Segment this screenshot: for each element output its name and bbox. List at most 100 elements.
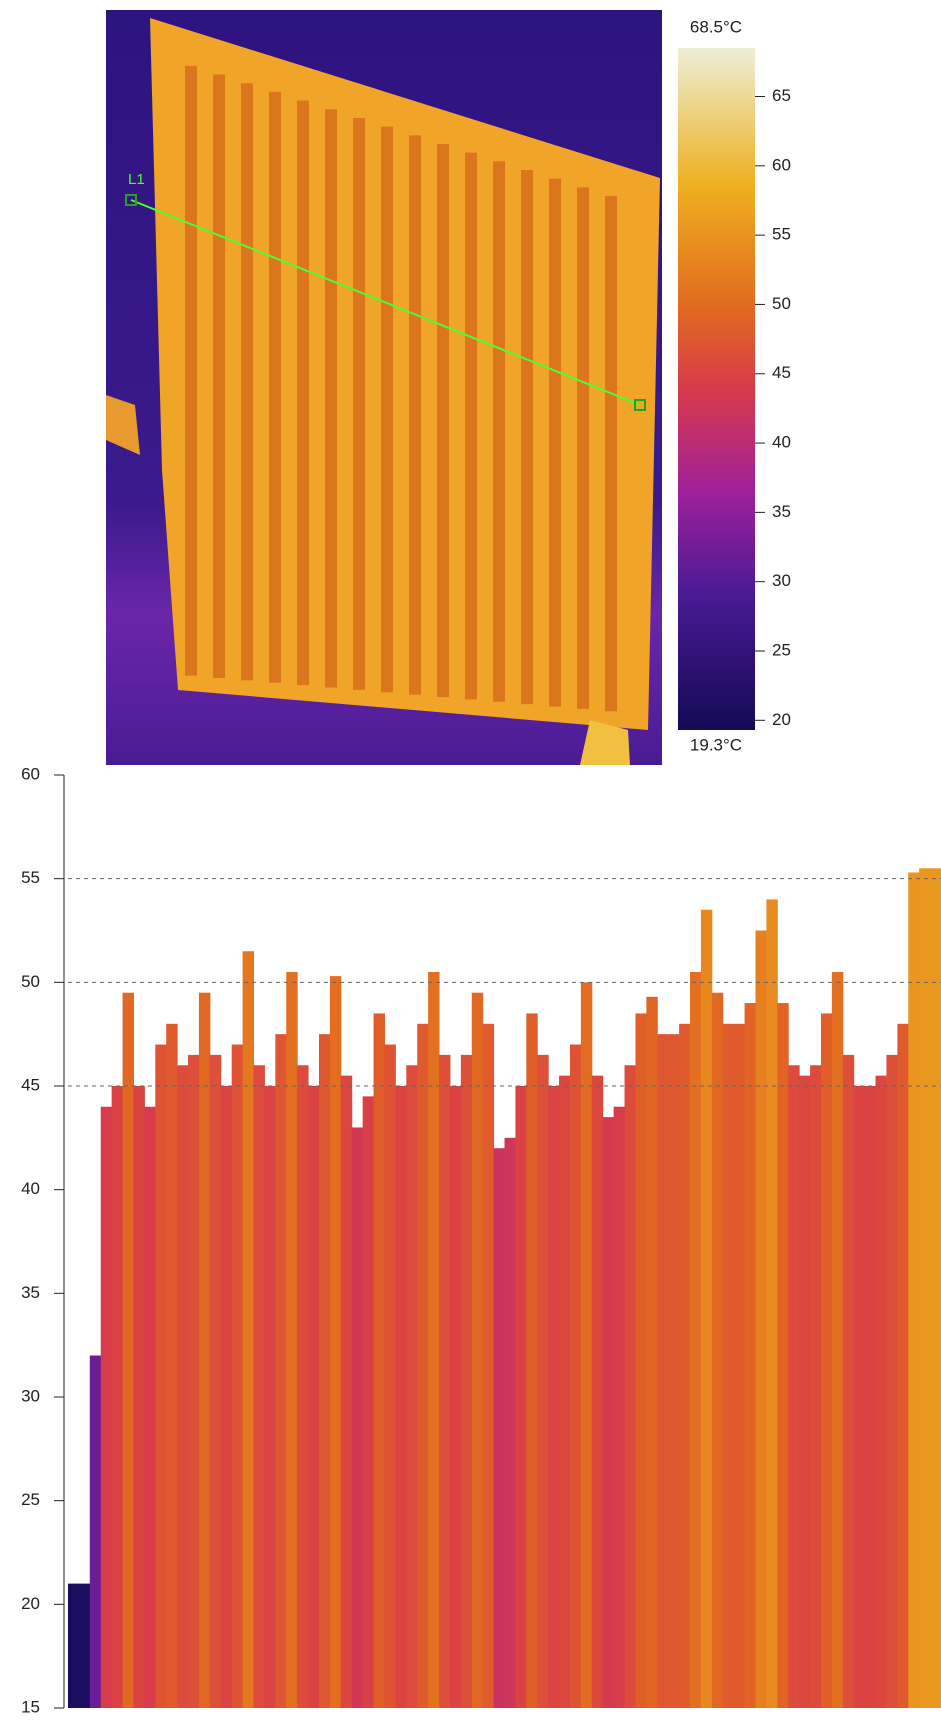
- profile-bar: [700, 909, 713, 1708]
- profile-bar: [351, 1127, 364, 1708]
- colorbar: [678, 48, 755, 730]
- profile-bar: [177, 1065, 189, 1708]
- profile-bar: [722, 1023, 735, 1708]
- profile-bar: [493, 1148, 505, 1708]
- profile-bar: [482, 1023, 495, 1708]
- profile-bar: [559, 1075, 571, 1708]
- profile-bar: [275, 1034, 287, 1708]
- profile-bar: [864, 1086, 877, 1708]
- profile-bar: [744, 1003, 756, 1708]
- profile-bar: [613, 1106, 626, 1708]
- y-tick-label: 50: [21, 972, 40, 991]
- profile-bar: [548, 1086, 560, 1708]
- profile-bar: [133, 1086, 145, 1708]
- fin: [353, 117, 365, 690]
- fin: [549, 178, 561, 707]
- profile-bar: [242, 951, 255, 1708]
- profile-bar: [635, 1013, 647, 1708]
- fin: [465, 152, 477, 700]
- fin: [269, 91, 281, 683]
- pipe: [106, 395, 140, 455]
- fin: [493, 161, 505, 702]
- line-start: [125, 194, 137, 206]
- colorbar-max-label: 68.5°C: [690, 17, 742, 36]
- line-end: [634, 399, 646, 411]
- profile-line: [130, 199, 641, 406]
- profile-bar: [668, 1034, 680, 1708]
- y-tick-label: 15: [21, 1697, 40, 1716]
- profile-bar: [122, 992, 134, 1708]
- fin: [325, 109, 337, 688]
- y-tick-label: 55: [21, 868, 40, 887]
- profile-bar: [569, 1044, 582, 1708]
- fin: [185, 65, 197, 676]
- profile-bar: [198, 992, 211, 1708]
- colorbar-min-label: 19.3°C: [690, 735, 742, 754]
- y-tick-label: 40: [21, 1179, 40, 1198]
- profile-bar: [875, 1075, 887, 1708]
- line-label: L1: [128, 171, 145, 188]
- profile-bar: [89, 1355, 102, 1708]
- profile-bar: [373, 1013, 385, 1708]
- profile-bar: [624, 1065, 636, 1708]
- fin: [521, 170, 533, 705]
- profile-bar: [417, 1023, 429, 1708]
- profile-bar: [318, 1034, 331, 1708]
- profile-bar: [766, 899, 778, 1708]
- fins: [185, 65, 617, 712]
- colorbar-tick-label: 20: [772, 710, 791, 729]
- profile-bar: [329, 976, 342, 1708]
- profile-bar: [231, 1044, 244, 1708]
- profile-bar: [297, 1065, 309, 1708]
- profile-bar: [679, 1023, 691, 1708]
- fin: [213, 74, 225, 678]
- fin: [577, 187, 589, 709]
- profile-bar: [788, 1065, 800, 1708]
- colorbar-tick-label: 40: [772, 433, 791, 452]
- colorbar-tick-label: 35: [772, 502, 791, 521]
- profile-bar: [537, 1054, 549, 1708]
- fin: [409, 135, 421, 695]
- profile-bar: [690, 971, 702, 1708]
- profile-bar: [209, 1054, 222, 1708]
- profile-bar: [820, 1013, 833, 1708]
- colorbar-tick-label: 65: [772, 86, 791, 105]
- profile-bar: [853, 1086, 866, 1708]
- y-tick-label: 60: [21, 764, 40, 783]
- profile-bar: [155, 1044, 167, 1708]
- profile-bar: [428, 971, 440, 1708]
- thermal-image: L1: [106, 10, 662, 765]
- y-tick-label: 45: [21, 1075, 40, 1094]
- profile-bar: [515, 1086, 527, 1708]
- profile-bar: [919, 868, 931, 1708]
- profile-bar: [908, 872, 920, 1708]
- profile-bar: [777, 1003, 789, 1708]
- profile-bar: [460, 1054, 473, 1708]
- profile-bar: [897, 1023, 909, 1708]
- y-tick-label: 20: [21, 1594, 40, 1613]
- profile-bar: [471, 992, 484, 1708]
- profile-bar: [78, 1583, 91, 1708]
- profile-bar: [362, 1096, 375, 1708]
- profile-bar: [526, 1013, 538, 1708]
- profile-bar: [504, 1137, 516, 1708]
- profile-bar: [220, 1086, 233, 1708]
- profile-bar: [166, 1023, 178, 1708]
- profile-bar: [188, 1054, 200, 1708]
- profile-bar: [580, 982, 593, 1708]
- fin: [381, 126, 393, 693]
- profile-bar: [646, 996, 658, 1708]
- profile-chart: 15 20 25 30 35 40 45 50 55 60: [21, 764, 941, 1716]
- y-tick-label: 35: [21, 1283, 40, 1302]
- profile-bar: [842, 1054, 855, 1708]
- colorbar-tick-label: 30: [772, 571, 791, 590]
- profile-bar: [264, 1086, 276, 1708]
- profile-bar: [406, 1065, 418, 1708]
- fin: [297, 100, 309, 686]
- fin: [437, 143, 449, 698]
- profile-bar: [886, 1054, 898, 1708]
- profile-bar: [253, 1065, 265, 1708]
- radiator-foot: [580, 720, 630, 765]
